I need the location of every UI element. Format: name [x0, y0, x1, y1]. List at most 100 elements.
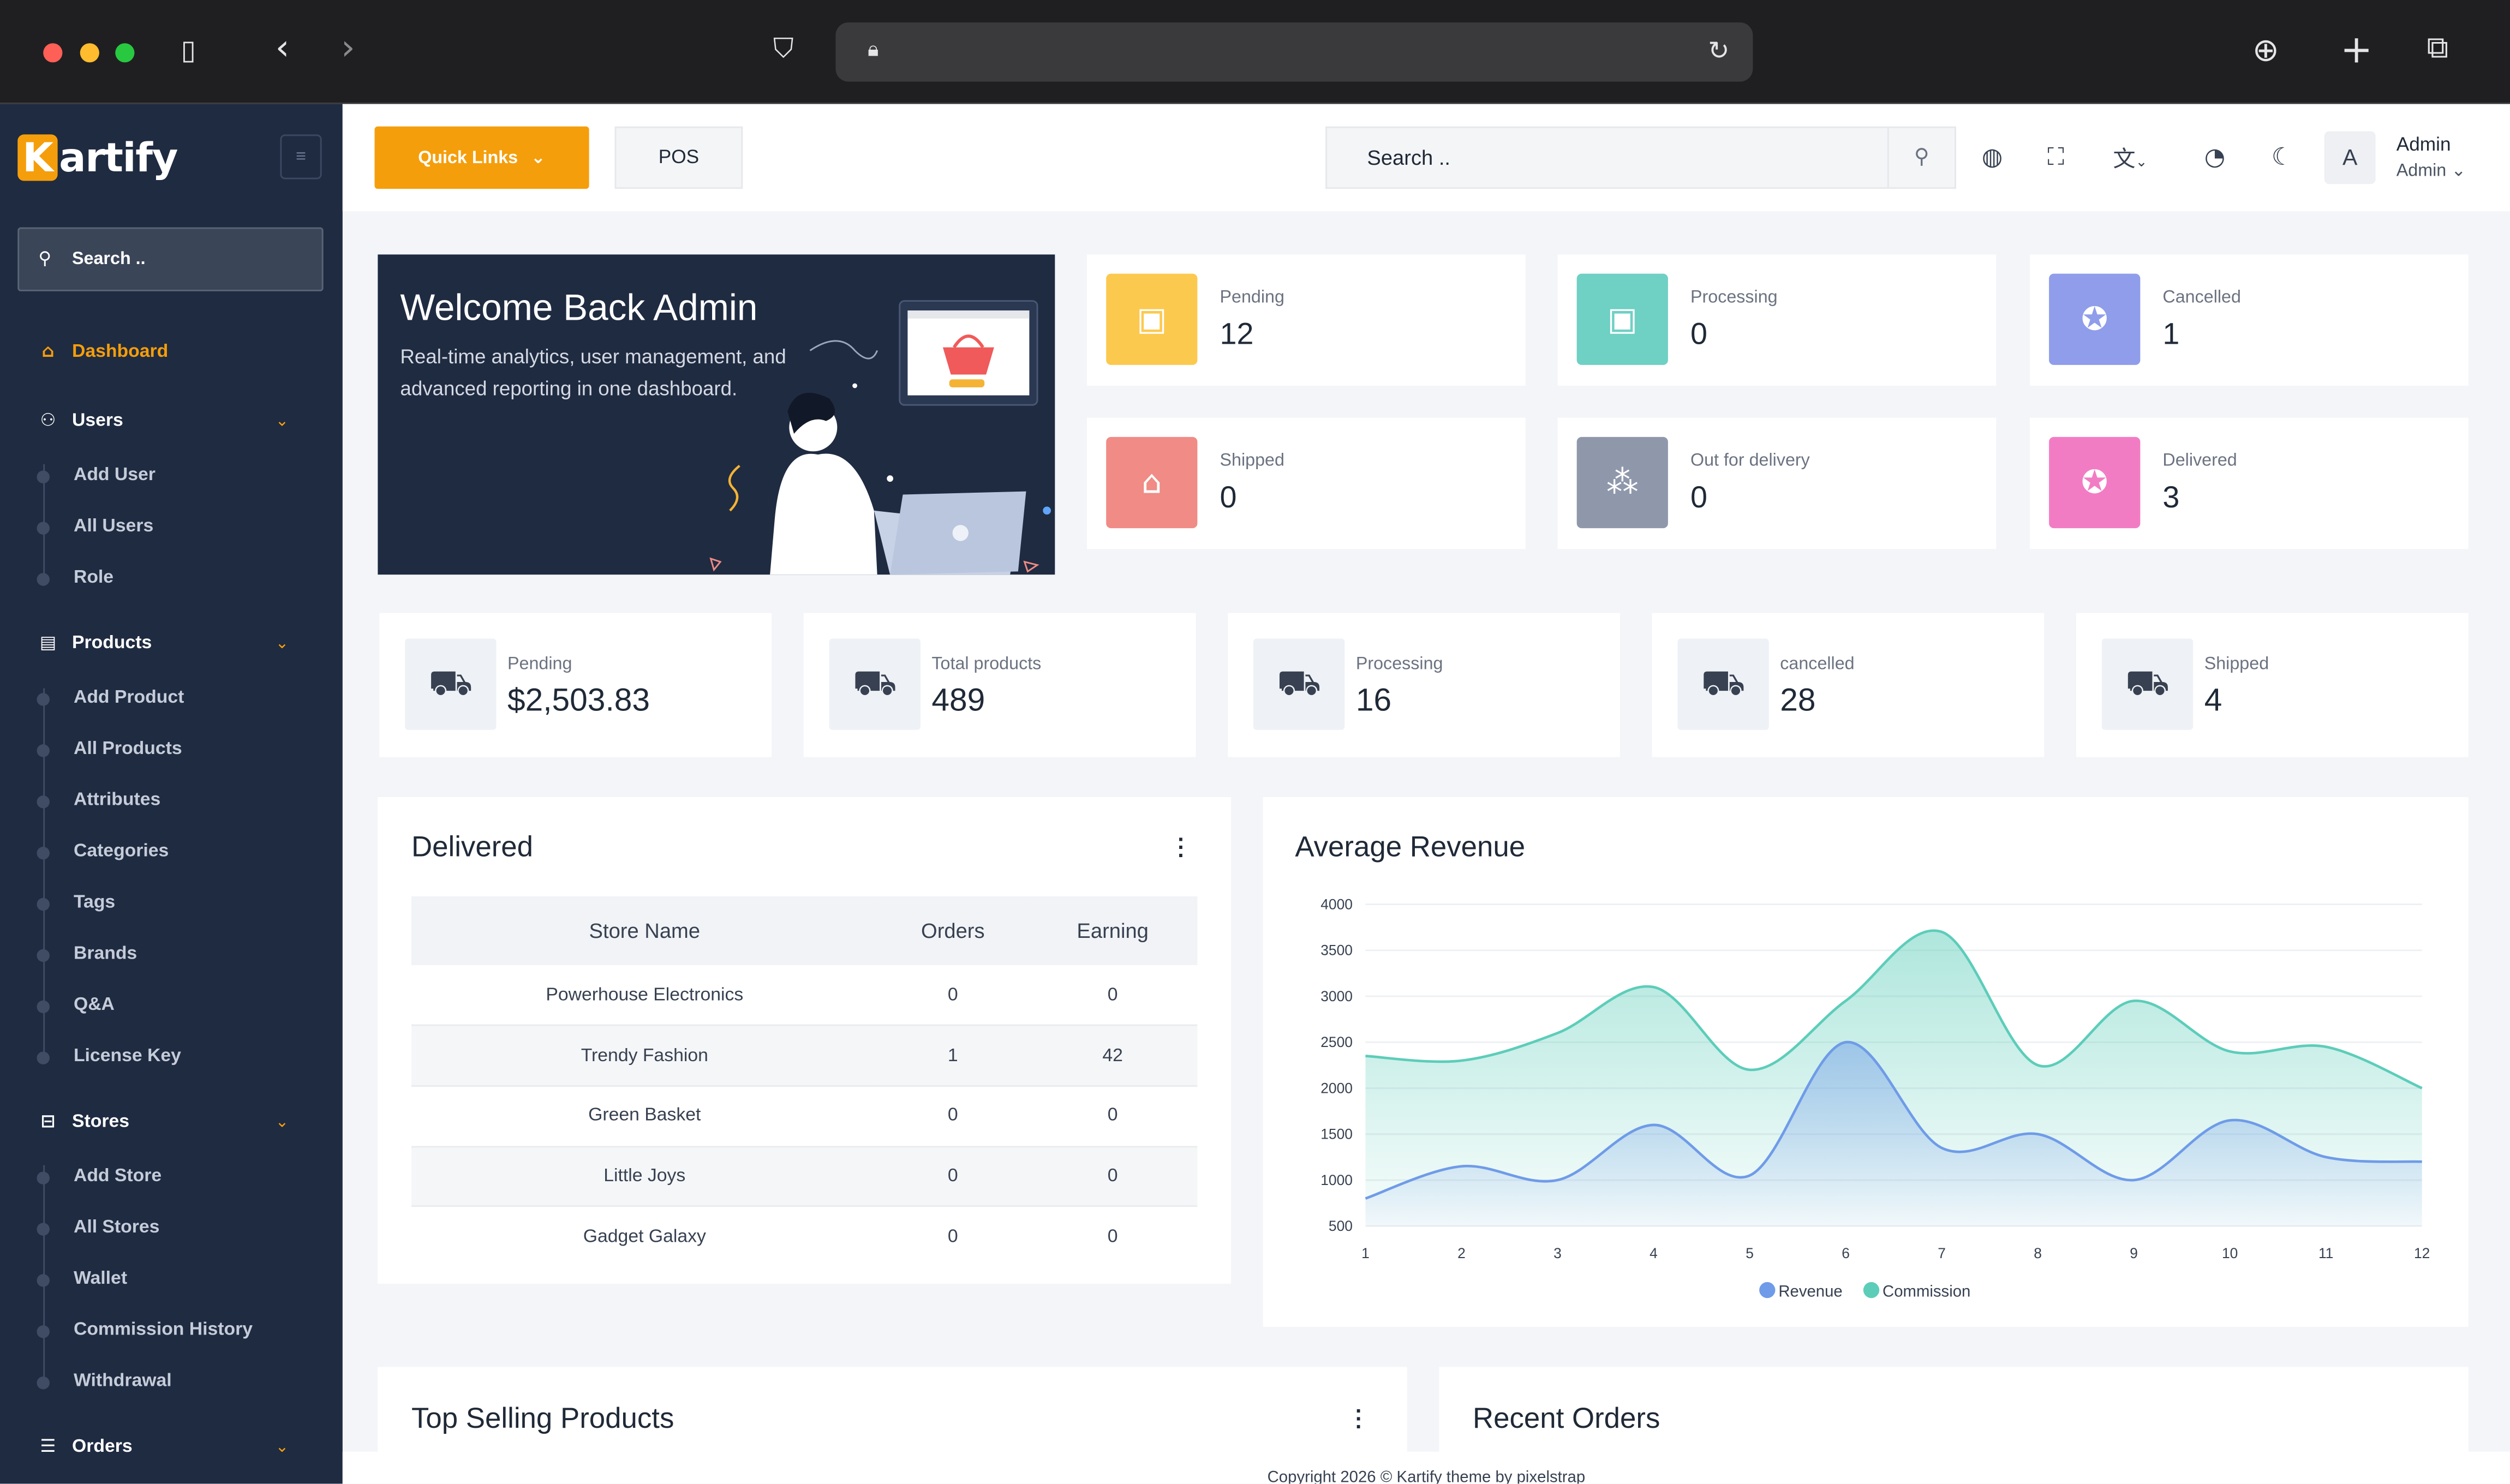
more-options-icon[interactable]: · · ·	[1355, 1397, 1363, 1439]
truck-icon: ⛟	[2101, 638, 2194, 730]
new-tab-icon[interactable]: +	[2340, 27, 2373, 73]
earning-cell: 0	[1107, 1227, 1118, 1247]
moon-icon[interactable]: ☾	[2271, 142, 2293, 171]
metric-card-processing[interactable]: ⛟ Processing 16	[1228, 613, 1620, 757]
commission-line	[1365, 929, 2423, 1090]
metric-card-shipped[interactable]: ⛟ Shipped 4	[2076, 613, 2469, 757]
sidebar-subitem-add-store[interactable]: Add Store	[73, 1166, 162, 1186]
sidebar-item-label: Stores	[72, 1112, 130, 1132]
table-row[interactable]: Trendy Fashion 1 42	[411, 1025, 1198, 1087]
wallet-icon: ▣	[1106, 273, 1198, 365]
wallet-icon: ▣	[1576, 273, 1668, 365]
badge-icon: ✪	[2049, 436, 2141, 529]
tabs-overview-icon[interactable]: ⧉	[2427, 30, 2449, 66]
sidebar-item-orders[interactable]: ☰ Orders	[35, 1436, 133, 1457]
more-options-icon[interactable]: · · ·	[1178, 825, 1185, 868]
table-row[interactable]: Powerhouse Electronics 0 0	[411, 965, 1198, 1027]
sidebar-item-users[interactable]: ⚇ Users	[35, 410, 123, 430]
sidebar-subitem-withdrawal[interactable]: Withdrawal	[73, 1372, 172, 1391]
pos-button[interactable]: POS	[614, 126, 743, 189]
sidebar-item-products[interactable]: ▤ Products	[35, 632, 152, 653]
sidebar-item-dashboard[interactable]: ⌂ Dashboard	[35, 341, 168, 362]
sidebar-subitem-add-user[interactable]: Add User	[73, 465, 156, 485]
fullscreen-icon[interactable]: ⛶	[2047, 142, 2065, 171]
sidebar	[0, 104, 343, 1484]
average-revenue-panel: Average Revenue 500 1000 1500 2000 2500 3000 3…	[1263, 797, 2469, 1327]
sidebar-subitem-all-stores[interactable]: All Stores	[73, 1218, 160, 1237]
shield-icon[interactable]: ⛉	[773, 33, 794, 66]
orders-cell: 0	[877, 1146, 1028, 1207]
truck-icon: ⛟	[829, 638, 921, 730]
earning-cell: 0	[1027, 965, 1198, 1027]
welcome-text: Real-time analytics, user management, an…	[400, 345, 786, 399]
sidebar-subitem-role[interactable]: Role	[73, 568, 114, 588]
status-card-shipped[interactable]: ⌂ Shipped 0	[1086, 417, 1526, 549]
status-card-value: 0	[1220, 482, 1237, 516]
chevron-down-icon[interactable]: ⌄	[275, 1114, 289, 1132]
sidebar-subitem-commission-history[interactable]: Commission History	[73, 1320, 253, 1340]
sidebar-search-placeholder: Search ..	[72, 249, 146, 269]
panel-title: Recent Orders	[1473, 1402, 1660, 1434]
table-row[interactable]: Gadget Galaxy 0 0	[411, 1206, 1197, 1267]
bullet	[37, 1376, 50, 1390]
maximize-window-button[interactable]	[115, 43, 135, 63]
back-icon[interactable]: ‹	[275, 28, 290, 69]
search-icon[interactable]: ⚲	[1887, 128, 1955, 188]
table-row[interactable]: Green Basket 0 0	[411, 1086, 1198, 1147]
menu-icon: ≡	[296, 147, 306, 167]
sidebar-item-stores[interactable]: ⊟ Stores	[35, 1111, 129, 1132]
sidebar-subitem-brands[interactable]: Brands	[73, 944, 138, 964]
sidebar-subitem-all-products[interactable]: All Products	[73, 739, 182, 759]
metric-card-total-products[interactable]: ⛟ Total products 489	[803, 613, 1196, 757]
reload-icon[interactable]: ↻	[1708, 35, 1730, 66]
y-tick-label: 3000	[1320, 988, 1353, 1004]
earning-cell: 42	[1027, 1025, 1198, 1087]
user-role[interactable]: Admin ⌄	[2397, 160, 2466, 181]
sidebar-subitem-qa[interactable]: Q&A	[73, 995, 115, 1015]
sidebar-subitem-all-users[interactable]: All Users	[73, 517, 154, 536]
status-card-cancelled[interactable]: ✪ Cancelled 1	[2029, 254, 2469, 386]
metric-card-cancelled[interactable]: ⛟ cancelled 28	[1652, 613, 2045, 757]
sidebar-subitem-add-product[interactable]: Add Product	[73, 688, 184, 708]
y-tick-label: 2500	[1320, 1034, 1353, 1050]
status-card-label: Cancelled	[2162, 288, 2241, 308]
download-icon[interactable]: ⊕	[2252, 30, 2279, 69]
bullet	[37, 1051, 50, 1064]
chevron-down-icon[interactable]: ⌄	[275, 635, 289, 653]
status-card-pending[interactable]: ▣ Pending 12	[1086, 254, 1526, 386]
status-card-value: 3	[2162, 482, 2180, 516]
chevron-down-icon[interactable]: ⌄	[275, 1439, 289, 1457]
avatar[interactable]: A	[2324, 131, 2376, 184]
metric-value: 28	[1780, 683, 1816, 719]
close-window-button[interactable]	[43, 43, 63, 63]
minimize-window-button[interactable]	[80, 43, 99, 63]
footer: Copyright 2026 © Kartify theme by pixels…	[342, 1451, 2510, 1484]
store-name-cell: Little Joys	[411, 1146, 878, 1207]
forward-icon[interactable]: ›	[340, 28, 355, 69]
chevron-down-icon[interactable]: ⌄	[275, 412, 289, 431]
translate-icon[interactable]: 文⌄	[2113, 147, 2148, 173]
sidebar-search-input[interactable]: ⚲ Search ..	[17, 227, 324, 291]
sidebar-subitem-attributes[interactable]: Attributes	[73, 791, 161, 810]
sidebar-subitem-categories[interactable]: Categories	[73, 842, 169, 861]
quick-links-button[interactable]: Quick Links ⌄	[374, 126, 589, 189]
header-search-input[interactable]: Search .. ⚲	[1325, 126, 1956, 189]
table-row[interactable]: Little Joys 0 0	[411, 1146, 1198, 1207]
status-card-out-for-delivery[interactable]: ⁂ Out for delivery 0	[1557, 417, 1997, 549]
metric-card-pending[interactable]: ⛟ Pending $2,503.83	[379, 613, 772, 757]
user-name[interactable]: Admin	[2396, 133, 2451, 155]
status-card-processing[interactable]: ▣ Processing 0	[1557, 254, 1997, 386]
url-bar[interactable]: 🔒︎ ↻	[835, 22, 1753, 82]
globe-icon[interactable]: ◍	[1981, 142, 2003, 171]
sidebar-subitem-tags[interactable]: Tags	[73, 893, 116, 913]
sidebar-subitem-wallet[interactable]: Wallet	[73, 1269, 128, 1289]
menu-toggle-button[interactable]: ≡	[280, 134, 322, 179]
brand-initial: K	[17, 134, 58, 181]
lock-icon: 🔒︎	[868, 38, 879, 63]
sidebar-toggle-icon[interactable]: ▯	[181, 35, 196, 68]
sidebar-subitem-license-key[interactable]: License Key	[73, 1046, 181, 1066]
bell-icon[interactable]: ◔	[2204, 142, 2226, 171]
submenu-line	[43, 688, 45, 1063]
status-card-delivered[interactable]: ✪ Delivered 3	[2029, 417, 2469, 549]
